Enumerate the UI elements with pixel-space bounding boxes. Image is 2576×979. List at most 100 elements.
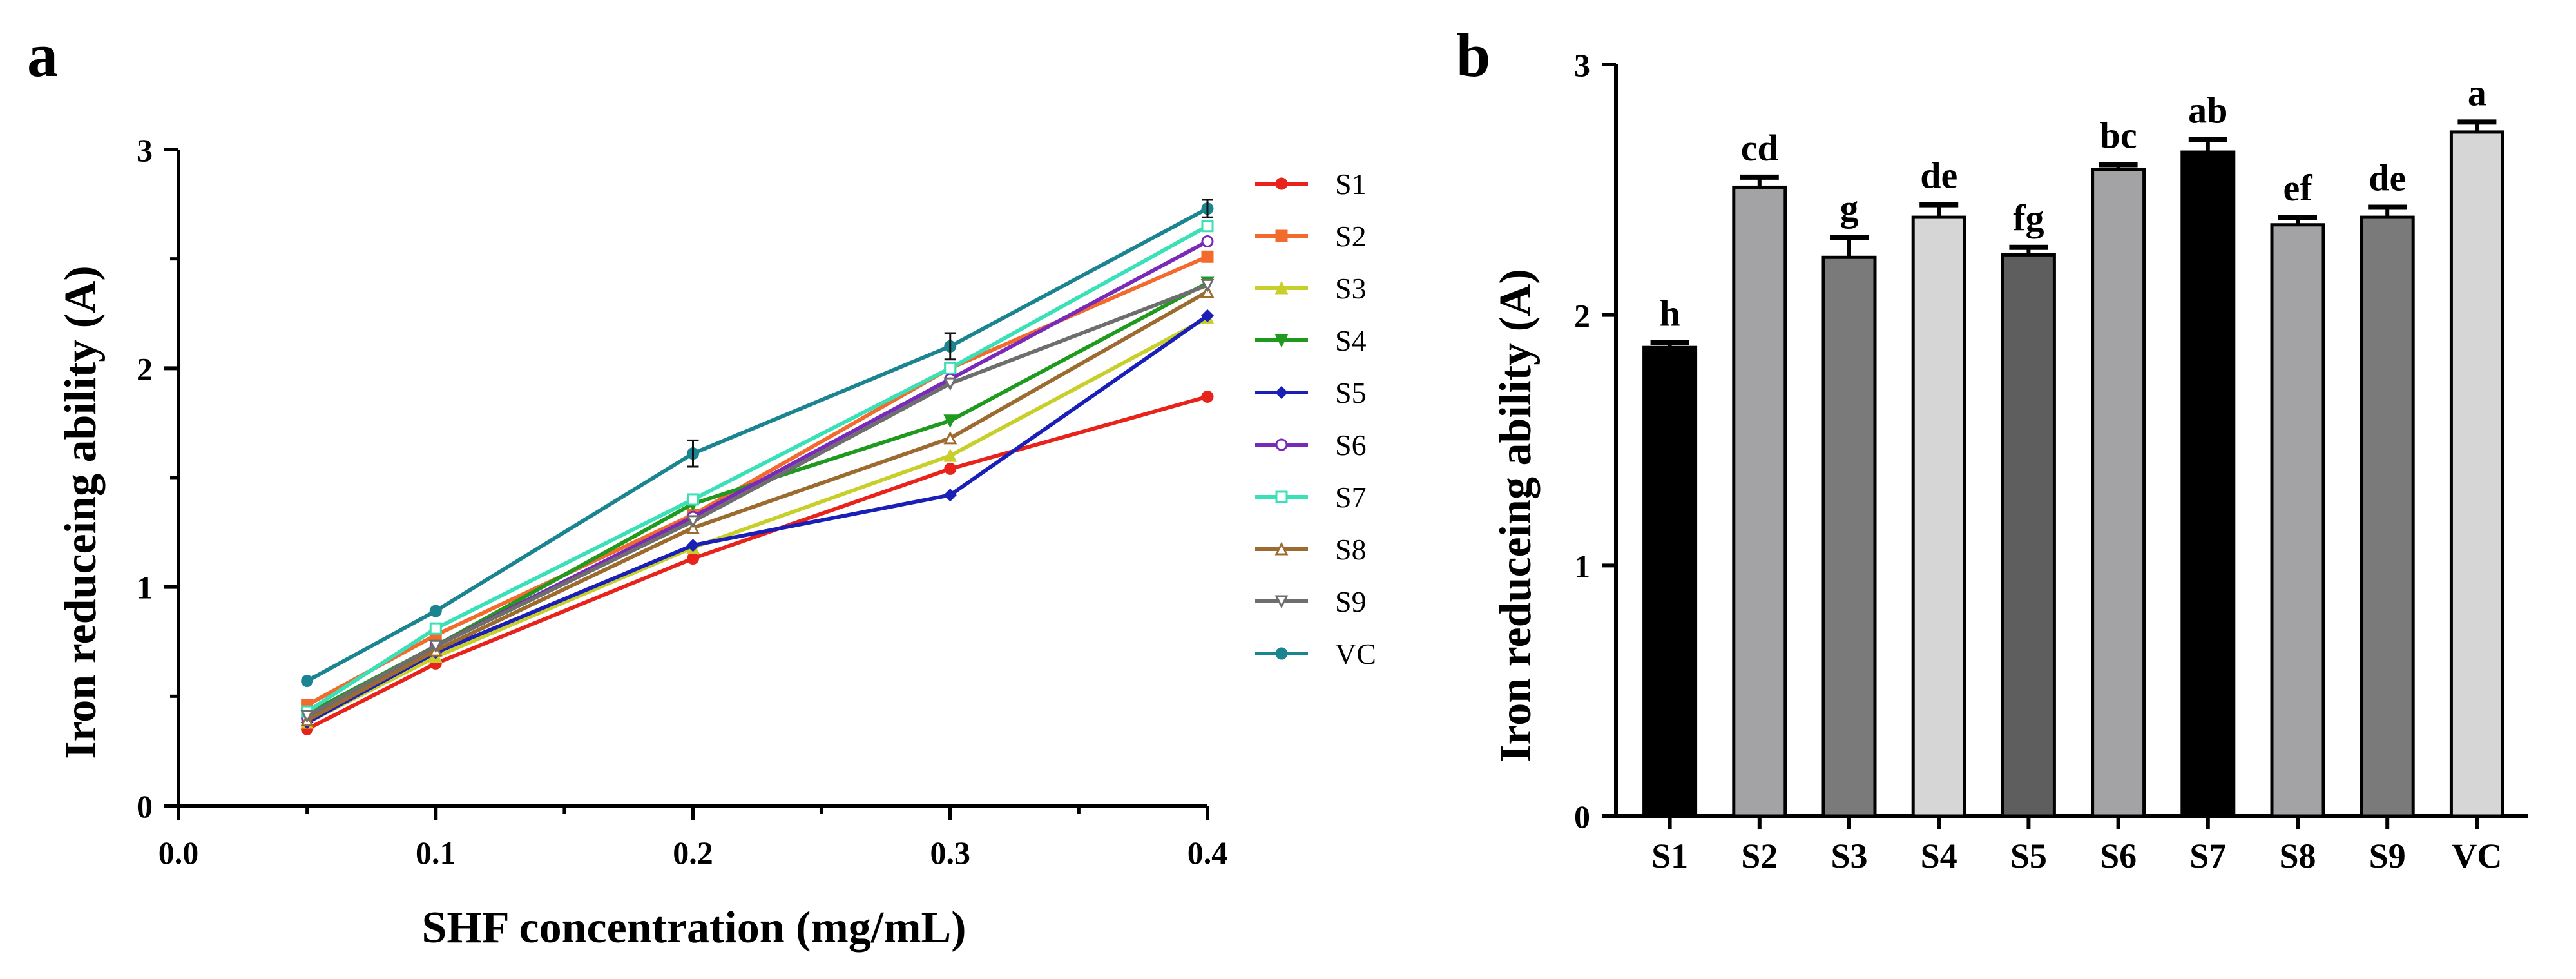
significance-letter-S4: de [1920,155,1957,197]
data-point-S9 [686,515,700,529]
legend-item-VC: VC [1255,637,1376,670]
legend-item-S9: S9 [1255,585,1367,618]
legend-label: S7 [1335,481,1367,514]
x-tick-label: 0.4 [1187,835,1228,871]
y-tick-label: 0 [137,788,153,824]
legend-item-S7: S7 [1255,481,1367,514]
x-tick-label: 0.2 [673,835,713,871]
x-tick-label: S4 [1921,837,1957,875]
data-point-S6 [1201,235,1214,248]
bar-S8 [2270,223,2325,818]
significance-letter-S6: bc [2100,114,2137,156]
data-point-S7 [944,362,957,374]
bar-S6 [2091,168,2146,818]
legend-label: S3 [1335,272,1367,305]
legend-label: S9 [1335,585,1367,618]
significance-letter-S9: de [2369,157,2406,199]
bar-S2 [1732,185,1787,818]
y-tick-label: 1 [137,570,153,606]
legend-label: VC [1335,637,1376,670]
bar-S9 [2360,215,2415,818]
significance-letter-S5: fg [2013,197,2044,239]
x-tick-label: S3 [1831,837,1867,875]
data-point-S9 [428,639,443,654]
line-chart-legend: S1 S2 S3 S4 S5 S6 S7 S8 S9 VC [1255,168,1376,670]
legend-marker [1275,490,1288,503]
legend-label: S2 [1335,220,1367,253]
legend-marker [1274,334,1289,348]
data-point-S9 [300,710,314,724]
y-tick-label: 3 [1574,47,1590,83]
x-tick-label: S1 [1651,837,1688,875]
significance-letter-VC: a [2468,72,2486,113]
x-tick-label: S6 [2100,837,2137,875]
x-tick-label: 0.3 [930,835,971,871]
significance-letter-S3: g [1840,187,1859,229]
data-point-S2 [1201,250,1214,263]
data-point-S9 [943,377,957,391]
y-tick-label: 2 [137,351,153,387]
legend-marker [1274,595,1289,609]
significance-letter-S7: ab [2188,90,2227,131]
legend-label: S5 [1335,376,1367,409]
panel-label-a: a [27,21,58,90]
x-tick-label: S9 [2369,837,2406,875]
legend-marker [1275,438,1288,451]
legend-item-S5: S5 [1255,376,1367,409]
bar-chart-y-axis-title: Iron reduceing ability (A) [1491,269,1541,762]
legend-marker [1275,229,1288,242]
legend-marker [1274,280,1289,295]
data-point-S1 [944,462,957,475]
legend-label: S1 [1335,168,1367,200]
data-point-S1 [1201,390,1214,403]
x-tick-label: VC [2452,837,2502,875]
legend-item-S6: S6 [1255,429,1367,461]
bar-chart-ticks: 0 1 2 3 S1 S2 S3 S4 S5 S6 S7 S8 S9 VC [1574,47,2502,875]
x-tick-label: S7 [2189,837,2226,875]
data-point-S7 [687,493,699,506]
y-tick-label: 1 [1574,548,1590,584]
x-tick-label: 0.1 [416,835,456,871]
bar-S5 [2001,253,2056,818]
legend-marker [1274,541,1289,556]
x-tick-label: S8 [2279,837,2316,875]
data-point-S7 [1201,220,1214,233]
y-tick-label: 2 [1574,298,1590,334]
significance-letter-S8: ef [2283,167,2312,209]
bar-S4 [1911,215,1966,818]
legend-item-S1: S1 [1255,168,1367,200]
data-point-S9 [1200,278,1215,293]
bar-S1 [1642,345,1698,818]
series-line-S1 [306,394,1208,731]
data-point-S4 [943,414,957,429]
line-chart: 0.0 0.1 0.2 0.3 0.4 0 1 2 3 S1 S2 S3 S4 S5 S6 S7 S8 S9 VC… [56,132,1376,953]
data-point-VC [429,605,442,617]
legend-item-S3: S3 [1255,272,1367,305]
significance-letter-S2: cd [1741,127,1778,169]
legend-marker [1275,647,1288,660]
legend-marker [1275,177,1288,190]
series-line-S7 [305,224,1209,713]
line-chart-x-axis-title: SHF concentration (mg/mL) [421,903,966,953]
x-tick-label: 0.0 [159,835,199,871]
legend-label: S4 [1335,324,1367,357]
y-tick-label: 3 [137,132,153,168]
bar-S7 [2180,150,2236,818]
data-point-S5 [1200,309,1215,323]
data-point-S5 [686,539,700,552]
legend-item-S8: S8 [1255,533,1367,566]
data-point-S8 [943,431,957,445]
legend-label: S8 [1335,533,1367,566]
data-point-VC [301,675,314,688]
bar-chart-bars: h cd g de fg bc ab ef de a [1642,72,2504,818]
x-tick-label: S2 [1741,837,1778,875]
series-line-VC [306,206,1209,683]
line-chart-y-axis-title: Iron reduceing ability (A) [56,266,106,759]
data-point-S1 [687,552,699,565]
bar-chart: 0 1 2 3 S1 S2 S3 S4 S5 S6 S7 S8 S9 VC h cd g de fg bc ab ef d… [1491,47,2528,875]
line-chart-ticks: 0.0 0.1 0.2 0.3 0.4 0 1 2 3 [137,132,1227,871]
legend-marker [1274,385,1289,400]
panel-label-b: b [1456,21,1490,90]
data-point-S3 [943,448,957,462]
